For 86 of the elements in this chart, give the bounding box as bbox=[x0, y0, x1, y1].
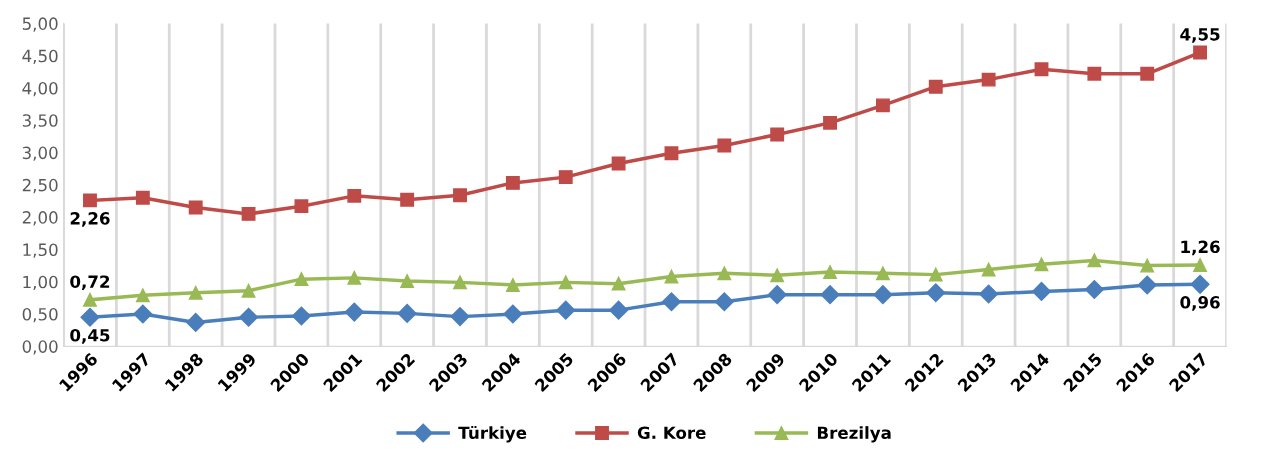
point bbox=[928, 267, 943, 282]
point bbox=[926, 283, 946, 303]
point bbox=[241, 206, 256, 221]
point bbox=[347, 188, 362, 203]
point bbox=[979, 284, 999, 304]
point bbox=[875, 98, 890, 113]
point bbox=[609, 300, 629, 320]
legend-label: Türkiye bbox=[458, 425, 527, 443]
point bbox=[135, 288, 150, 303]
y-tick-label: 3,50 bbox=[22, 114, 58, 129]
y-tick-label: 0,00 bbox=[22, 340, 58, 355]
point bbox=[664, 146, 679, 161]
point bbox=[558, 275, 573, 290]
point bbox=[291, 306, 311, 326]
data-label: 0,45 bbox=[70, 328, 110, 344]
point bbox=[1137, 275, 1157, 295]
point bbox=[294, 272, 309, 287]
point bbox=[83, 292, 97, 307]
data-label: 1,26 bbox=[1181, 240, 1220, 256]
legend-label: G. Kore bbox=[637, 426, 706, 440]
point bbox=[981, 262, 996, 277]
point bbox=[1034, 62, 1049, 77]
point bbox=[717, 138, 732, 153]
y-tick-label: 4,00 bbox=[22, 81, 58, 97]
data-label: 2,26 bbox=[70, 212, 110, 227]
y-tick-label: 0,50 bbox=[22, 307, 58, 323]
point bbox=[241, 283, 256, 298]
point bbox=[450, 307, 470, 327]
point bbox=[717, 266, 732, 281]
point bbox=[1140, 66, 1155, 81]
data-label: 0,96 bbox=[1180, 295, 1220, 311]
point bbox=[1087, 66, 1102, 81]
data-label: 4,55 bbox=[1180, 28, 1220, 43]
point bbox=[347, 270, 362, 285]
point bbox=[133, 304, 153, 324]
data-label: 0,72 bbox=[70, 275, 110, 291]
point bbox=[83, 193, 97, 208]
point bbox=[186, 312, 206, 332]
point bbox=[1031, 281, 1052, 301]
point bbox=[1034, 257, 1049, 272]
point bbox=[661, 292, 681, 312]
point bbox=[981, 72, 996, 87]
point bbox=[556, 300, 576, 320]
y-tick-label: 1,50 bbox=[23, 243, 58, 258]
point bbox=[503, 304, 523, 324]
point bbox=[344, 302, 364, 322]
point bbox=[875, 266, 890, 281]
point bbox=[820, 285, 840, 305]
point bbox=[823, 115, 837, 130]
point bbox=[453, 188, 467, 203]
point bbox=[873, 285, 893, 305]
point bbox=[611, 276, 626, 291]
point bbox=[664, 269, 679, 284]
point bbox=[453, 275, 467, 290]
point bbox=[714, 292, 734, 312]
point bbox=[1193, 257, 1208, 272]
point bbox=[1084, 279, 1104, 300]
point bbox=[928, 79, 943, 94]
y-tick-label: 2,00 bbox=[22, 211, 58, 226]
y-tick-label: 5,00 bbox=[22, 17, 58, 32]
point bbox=[505, 175, 520, 190]
point bbox=[294, 199, 309, 214]
point bbox=[1190, 274, 1210, 294]
y-tick-label: 1,00 bbox=[23, 275, 58, 291]
point bbox=[823, 265, 837, 279]
y-tick-label: 4,50 bbox=[22, 49, 58, 64]
legend-label: Brezilya bbox=[817, 426, 891, 443]
point bbox=[188, 200, 203, 215]
y-tick-label: 2,50 bbox=[22, 178, 58, 194]
point bbox=[80, 307, 100, 327]
point bbox=[505, 278, 520, 292]
point bbox=[135, 190, 150, 205]
point bbox=[1193, 45, 1208, 60]
point bbox=[188, 285, 203, 300]
y-tick-label: 3,00 bbox=[22, 146, 58, 161]
point bbox=[1140, 258, 1155, 273]
point bbox=[611, 156, 626, 171]
point bbox=[239, 307, 259, 327]
point bbox=[400, 192, 415, 207]
point bbox=[770, 127, 785, 142]
point bbox=[397, 303, 417, 323]
point bbox=[1087, 253, 1102, 268]
point bbox=[400, 274, 415, 289]
point bbox=[770, 268, 785, 283]
point bbox=[767, 285, 787, 305]
point bbox=[558, 170, 573, 185]
